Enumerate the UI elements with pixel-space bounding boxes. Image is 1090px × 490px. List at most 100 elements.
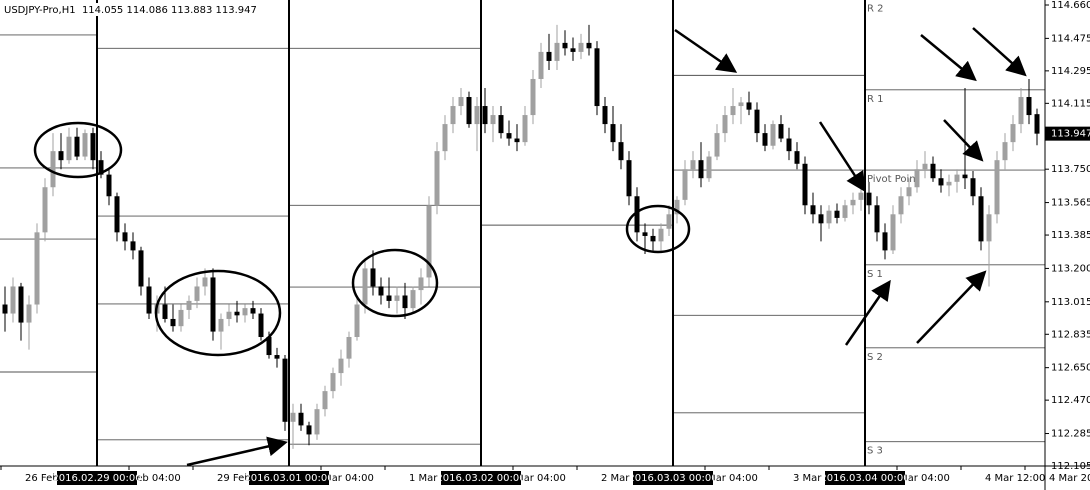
candle-body — [138, 250, 144, 287]
candle-body — [298, 412, 304, 426]
candle-body — [18, 286, 24, 323]
candle-body — [514, 138, 520, 143]
x-tick-label: 2016.03.04 00:00 — [820, 473, 909, 484]
arrow — [943, 119, 984, 162]
candle-body — [834, 210, 840, 218]
candle-body — [986, 214, 992, 242]
candle-body — [90, 133, 96, 161]
candle-body — [818, 214, 824, 224]
candle-body — [714, 133, 720, 157]
pivot-label: R 1 — [867, 94, 884, 105]
candle-body — [162, 304, 168, 319]
candle-body — [442, 124, 448, 152]
candle-body — [930, 163, 936, 179]
candle-body — [626, 160, 632, 197]
candle-body — [266, 336, 272, 356]
x-label-box — [57, 471, 137, 485]
candle-body — [218, 318, 224, 332]
y-tick-label: 114.115 — [1051, 98, 1090, 109]
candle-body — [770, 124, 776, 146]
candle-body — [666, 214, 672, 229]
y-tick-label: 112.835 — [1051, 329, 1090, 340]
candle-body — [746, 102, 752, 110]
candle-body — [922, 163, 928, 170]
candle-body — [570, 48, 576, 52]
candle-body — [10, 286, 16, 314]
candle-body — [458, 97, 464, 107]
candle-body — [258, 313, 264, 337]
candle-body — [698, 160, 704, 179]
candle-body — [586, 42, 592, 49]
candle-body — [778, 124, 784, 139]
x-tick-label: Feb 04:00 — [131, 473, 181, 484]
x-tick-label: 2 Mar 12:00 — [601, 473, 661, 484]
candle-body — [842, 205, 848, 218]
candle-body — [250, 308, 256, 314]
candle-body — [906, 187, 912, 197]
candle-body — [306, 425, 312, 435]
candle-body — [42, 187, 48, 233]
y-tick-label: 112.105 — [1051, 461, 1090, 472]
y-tick-label: 113.750 — [1051, 164, 1090, 175]
candle-body — [386, 295, 392, 301]
candle-body — [762, 133, 768, 146]
candle-body — [434, 151, 440, 206]
x-tick-label: 2016.03.03 00:00 — [628, 473, 717, 484]
candle-body — [650, 235, 656, 242]
candle-body — [426, 205, 432, 278]
candle-body — [58, 151, 64, 161]
candle-body — [242, 308, 248, 316]
candle-body — [282, 358, 288, 422]
candle-body — [378, 286, 384, 296]
candle-body — [490, 115, 496, 125]
candle-body — [794, 151, 800, 164]
candle-body — [978, 196, 984, 242]
candle-body — [1034, 114, 1040, 134]
candle-body — [554, 42, 560, 61]
candle-body — [690, 160, 696, 170]
candle-body — [898, 196, 904, 215]
candle-body — [370, 268, 376, 287]
price-label: 113.947 — [1051, 129, 1090, 140]
candle-body — [482, 106, 488, 125]
candle-body — [274, 355, 280, 359]
y-tick-label: 112.470 — [1051, 395, 1090, 406]
candle-body — [634, 196, 640, 233]
candle-body — [498, 115, 504, 134]
annotations — [33, 27, 1027, 467]
candle-body — [394, 295, 400, 301]
candle-body — [314, 409, 320, 435]
x-tick-label: 2016.03.02 00:00 — [436, 473, 525, 484]
candle-body — [706, 156, 712, 179]
y-tick-label: 114.475 — [1051, 33, 1090, 44]
candle-body — [642, 232, 648, 236]
candle-body — [202, 277, 208, 287]
candle-body — [826, 210, 832, 224]
candle-body — [106, 174, 112, 197]
candle-body — [1026, 97, 1032, 116]
candle-body — [66, 136, 72, 161]
candle-body — [338, 358, 344, 374]
x-tick-label: 26 Feb 2016 — [25, 473, 87, 484]
candle-body — [354, 304, 360, 337]
candle-body — [466, 97, 472, 125]
candle-body — [938, 178, 944, 186]
candle-body — [722, 115, 728, 134]
candle-body — [1018, 97, 1024, 125]
candle-body — [954, 174, 960, 182]
price-label-box — [1045, 126, 1090, 141]
x-tick-label: 3 Mar 12:00 — [793, 473, 853, 484]
arrow — [844, 279, 891, 346]
candle-body — [346, 336, 352, 359]
candle-body — [1002, 142, 1008, 161]
circle — [154, 269, 282, 357]
candle-body — [226, 311, 232, 319]
candle-body — [194, 286, 200, 301]
candle-body — [34, 232, 40, 305]
candle-body — [674, 199, 680, 215]
arrow — [972, 27, 1027, 77]
candle-body — [754, 109, 760, 134]
candle-body — [122, 232, 128, 242]
